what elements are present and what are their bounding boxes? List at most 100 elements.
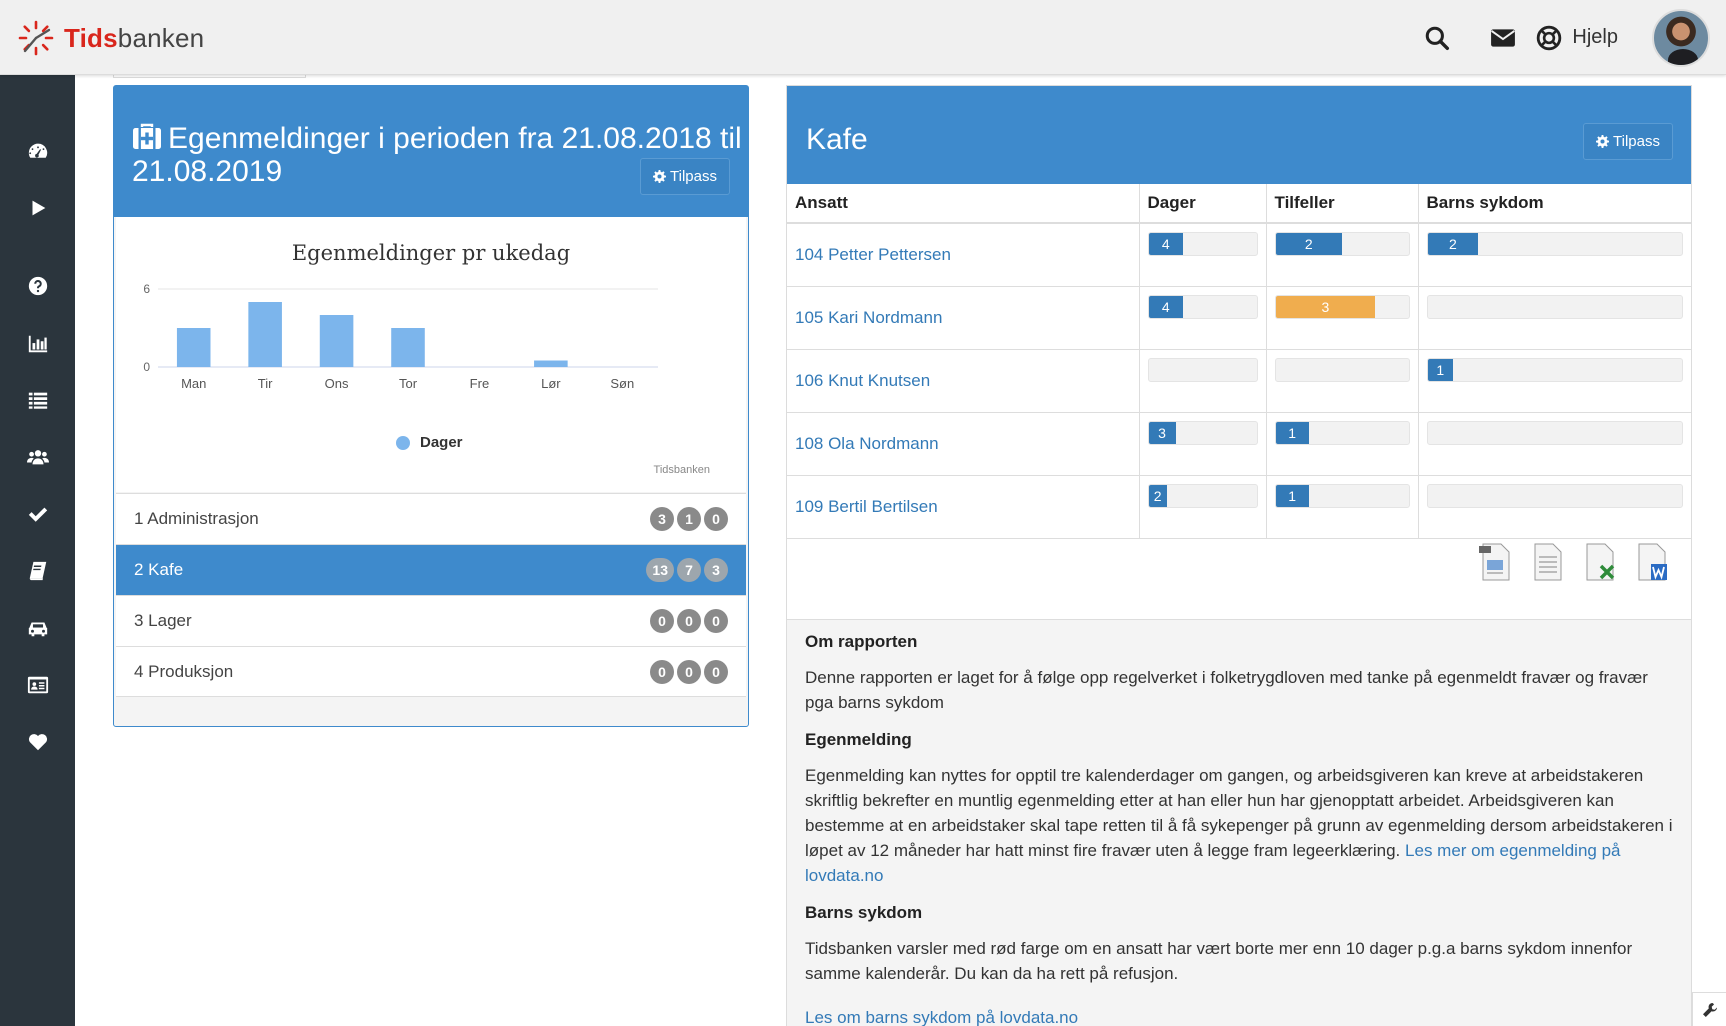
csv-export-icon[interactable] <box>1529 542 1567 582</box>
count-badge: 0 <box>650 609 674 633</box>
gear-icon <box>1596 135 1610 148</box>
progress-bar-barns: 2 <box>1426 232 1683 256</box>
export-icons <box>1477 542 1671 582</box>
panel-title: Egenmeldinger i perioden fra 21.08.2018 … <box>132 122 742 188</box>
employee-link[interactable]: 106 Knut Knutsen <box>787 349 1140 413</box>
table-row: 109 Bertil Bertilsen 2 1 <box>787 475 1691 539</box>
sidebar-item-play[interactable] <box>0 188 75 228</box>
count-badge: 0 <box>677 609 701 633</box>
users-icon <box>26 450 49 465</box>
report-info: Om rapporten Denne rapporten er laget fo… <box>787 619 1691 1026</box>
progress-fill: 3 <box>1148 421 1176 444</box>
weekday-chart: Egenmeldinger pr ukedag 0 6 Man Tir Ons Tor Fr… <box>116 217 746 492</box>
employee-link[interactable]: 108 Ola Nordmann <box>787 412 1140 476</box>
employee-table: Ansatt Dager Tilfeller Barns sykdom 104 … <box>787 184 1691 539</box>
column-header-ansatt[interactable]: Ansatt <box>787 184 1140 224</box>
sidebar-item-id-card[interactable] <box>0 665 75 705</box>
user-avatar[interactable] <box>1652 8 1710 67</box>
count-badge: 7 <box>677 558 701 582</box>
column-header-barns-sykdom[interactable]: Barns sykdom <box>1418 184 1691 224</box>
chart-legend[interactable]: Dager <box>396 434 463 451</box>
sidebar-item-health[interactable] <box>0 722 75 762</box>
settings-wrench-button[interactable] <box>1692 992 1726 1026</box>
cell-tilfeller: 3 <box>1266 286 1419 350</box>
cell-tilfeller <box>1266 349 1419 413</box>
employee-link[interactable]: 105 Kari Nordmann <box>787 286 1140 350</box>
word-export-icon[interactable] <box>1633 542 1671 582</box>
envelope-icon <box>1491 28 1516 47</box>
chart-credit[interactable]: Tidsbanken <box>653 464 710 476</box>
table-row: 104 Petter Pettersen 4 2 2 <box>787 223 1691 287</box>
sidebar-item-list[interactable] <box>0 380 75 420</box>
y-tick-label: 0 <box>143 360 150 374</box>
cell-dager: 3 <box>1139 412 1267 476</box>
count-badge: 0 <box>677 659 701 684</box>
sidebar-item-employees[interactable] <box>0 437 75 477</box>
progress-bar-tilfeller: 2 <box>1274 232 1410 256</box>
tidsbanken-logo[interactable]: Tidsbanken <box>16 16 204 60</box>
cell-dager: 2 <box>1139 475 1267 539</box>
count-badge: 0 <box>704 659 728 684</box>
department-label: 4 Produksjon <box>134 661 234 681</box>
sidebar-item-approve[interactable] <box>0 494 75 534</box>
progress-bar-barns <box>1426 420 1683 445</box>
column-header-tilfeller[interactable]: Tilfeller <box>1266 184 1419 224</box>
department-label: 2 Kafe <box>134 560 184 579</box>
chart-title: Egenmeldinger pr ukedag <box>291 241 571 265</box>
sidebar-item-book[interactable] <box>0 551 75 591</box>
sidebar-item-car[interactable] <box>0 608 75 648</box>
car-icon <box>28 622 47 637</box>
sidebar-item-help[interactable] <box>0 266 75 306</box>
messages-button[interactable] <box>1470 0 1536 75</box>
progress-fill: 2 <box>1148 484 1167 507</box>
count-badge: 13 <box>646 558 674 582</box>
help-label: Hjelp <box>1572 26 1618 48</box>
medkit-icon <box>133 123 161 149</box>
search-button[interactable] <box>1404 0 1470 75</box>
customize-button[interactable]: Tilpass <box>1583 123 1673 160</box>
sidebar <box>0 75 75 1026</box>
progress-bar-dager: 2 <box>1147 483 1258 508</box>
department-item[interactable]: 4 Produksjon 0 0 0 <box>116 646 746 697</box>
department-item[interactable]: 1 Administrasjon 3 1 0 <box>116 493 746 544</box>
x-tick-label: Lør <box>541 376 561 391</box>
progress-bar-tilfeller: 1 <box>1274 420 1410 445</box>
help-button[interactable]: Hjelp <box>1536 0 1652 75</box>
bar-tir <box>248 302 282 367</box>
info-about-text: Denne rapporten er laget for å følge opp… <box>805 668 1648 712</box>
sidebar-item-dashboard[interactable] <box>0 131 75 171</box>
progress-fill: 2 <box>1275 233 1342 255</box>
department-item[interactable]: 3 Lager 0 0 0 <box>116 595 746 646</box>
bar-man <box>176 328 211 367</box>
progress-fill: 4 <box>1148 233 1184 255</box>
employee-link[interactable]: 104 Petter Pettersen <box>787 223 1140 287</box>
id-card-icon <box>27 676 48 694</box>
progress-fill: 4 <box>1148 295 1184 318</box>
employee-link[interactable]: 109 Bertil Bertilsen <box>787 475 1140 539</box>
panel-title: Kafe <box>806 123 868 156</box>
book-icon <box>29 561 46 581</box>
pdf-export-icon[interactable] <box>1477 542 1515 582</box>
chart-plot: 0 6 Man Tir Ons Tor Fre Lør Søn <box>143 282 658 391</box>
department-label: 3 Lager <box>134 611 192 630</box>
bar-chart-icon <box>28 335 47 353</box>
logo-icon <box>18 20 54 56</box>
info-barns-sykdom-text: Tidsbanken varsler med rød farge om en a… <box>805 939 1633 983</box>
department-item[interactable]: 2 Kafe 13 7 3 <box>116 544 746 595</box>
column-header-dager[interactable]: Dager <box>1139 184 1267 224</box>
sidebar-item-reports[interactable] <box>0 324 75 364</box>
lifebuoy-icon <box>1537 25 1562 50</box>
progress-bar-dager: 4 <box>1147 232 1258 256</box>
progress-bar-dager <box>1147 357 1258 382</box>
cell-dager <box>1139 349 1267 413</box>
customize-button[interactable]: Tilpass <box>640 158 730 195</box>
bar-ons <box>319 315 354 367</box>
info-heading-barns-sykdom: Barns sykdom <box>805 903 923 922</box>
egenmelding-lovdata-link[interactable]: Les mer om egenmelding på lovdata.no <box>805 841 1621 885</box>
table-row: 105 Kari Nordmann 4 3 <box>787 286 1691 350</box>
progress-fill: 2 <box>1427 233 1479 255</box>
excel-export-icon[interactable] <box>1581 542 1619 582</box>
barns-sykdom-lovdata-link[interactable]: Les om barns sykdom på lovdata.no <box>805 1008 1079 1026</box>
info-heading-about: Om rapporten <box>805 632 918 651</box>
